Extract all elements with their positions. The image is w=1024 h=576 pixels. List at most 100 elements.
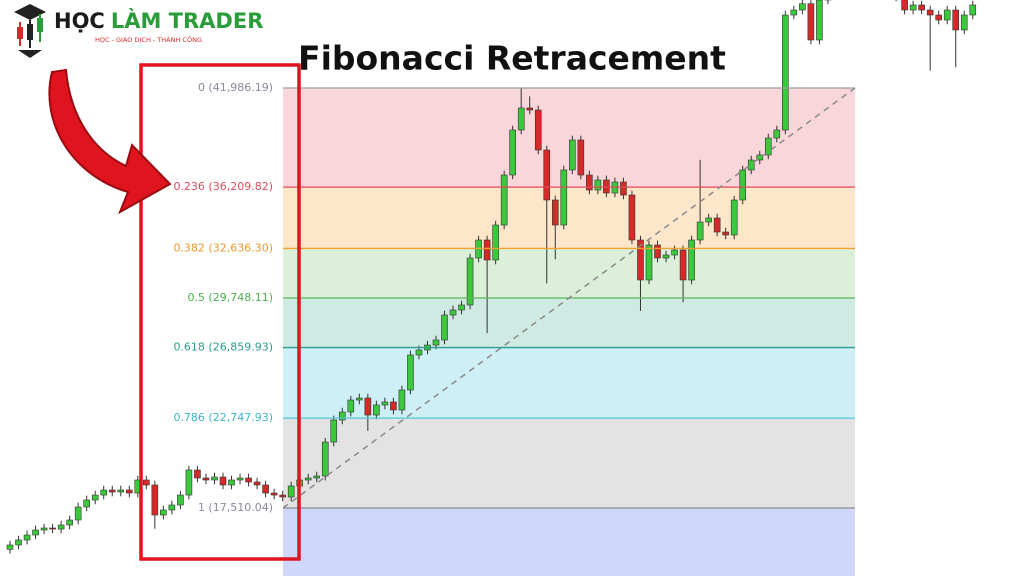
candle-body [194, 469, 201, 479]
logo-candle [37, 18, 43, 32]
candle-body [313, 475, 321, 479]
candle-body [773, 129, 781, 139]
fib-band [283, 248, 855, 298]
fib-label: 0 (41,986.19) [198, 81, 273, 94]
candle-body [228, 479, 235, 486]
candle-body [449, 309, 457, 316]
candle-body [125, 489, 133, 494]
candle-body [969, 4, 977, 16]
candle-body [764, 137, 772, 156]
fib-band [283, 418, 855, 508]
candle-body [6, 544, 14, 550]
candle-body [543, 149, 551, 201]
candle-body [177, 494, 184, 506]
candle-body [23, 534, 31, 541]
fib-band [283, 88, 855, 188]
candle-body [160, 509, 167, 516]
candle-body [952, 9, 960, 31]
candle-body [739, 169, 747, 201]
candle-body [747, 159, 755, 171]
logo-icon [14, 4, 46, 58]
candle-body [245, 477, 252, 483]
logo-hat [14, 4, 46, 20]
candle-body [83, 499, 90, 508]
candle-body [645, 244, 653, 281]
candle-body [466, 257, 474, 306]
candle-body [782, 14, 789, 131]
candle-body [935, 14, 942, 21]
candle-body [441, 314, 448, 341]
candle-body [407, 354, 414, 391]
logo-tagline: HỌC - GIAO DỊCH - THÀNH CÔNG [95, 35, 202, 44]
candle-body [364, 397, 372, 416]
fib-bands [283, 88, 855, 576]
candle-body [492, 224, 499, 261]
candle-body [49, 527, 56, 530]
candle-body [151, 484, 159, 516]
candle-body [662, 254, 670, 259]
candle-body [202, 477, 210, 481]
candle-body [696, 221, 704, 241]
candle-body [790, 9, 798, 16]
logo-candle [17, 27, 23, 39]
candle-body [500, 174, 508, 226]
candle-body [551, 199, 559, 226]
logo-name-dark: HỌC [54, 9, 105, 33]
candle-body [287, 485, 295, 498]
candle-body [262, 484, 269, 494]
candle-body [211, 476, 218, 481]
highlight-box [139, 63, 301, 561]
candle-body [620, 181, 627, 196]
fib-label: 0.618 (26,859.93) [173, 341, 273, 354]
candle-body [560, 169, 568, 226]
candle-body [219, 476, 227, 486]
candle-body [569, 139, 576, 171]
candle-body [534, 109, 542, 151]
candle-body [730, 199, 738, 236]
fib-label: 0.236 (36,209.82) [173, 180, 273, 193]
logo: HỌC LÀM TRADER HỌC - GIAO DỊCH - THÀNH CÔ… [14, 4, 263, 58]
candle-body [756, 154, 764, 161]
candle-body [960, 14, 968, 31]
candle-body [304, 477, 312, 481]
candle-body [74, 506, 82, 521]
candle-body [688, 239, 695, 281]
candle-body [32, 529, 39, 536]
candle-body [57, 524, 65, 530]
candle-body [458, 304, 465, 311]
candle-body [347, 399, 355, 413]
candle-body [722, 231, 729, 236]
trend-line [282, 87, 856, 509]
fib-label: 0.5 (29,748.11) [187, 291, 273, 304]
candle-body [279, 494, 286, 498]
candle-body [66, 519, 73, 526]
pointer-arrow [48, 68, 172, 215]
candle-body [628, 194, 636, 241]
candle-body [799, 3, 806, 11]
fib-band [283, 297, 855, 348]
candle-body [381, 401, 389, 406]
candle-body [100, 489, 108, 496]
candle-body [432, 339, 440, 346]
fib-labels: 0 (41,986.19) 0.236 (36,209.82) 0.382 (32,… [173, 81, 856, 514]
candle-body [577, 139, 585, 176]
candle-body [168, 504, 176, 511]
candle-body [679, 249, 687, 281]
candle-body [40, 527, 48, 531]
candle-body [15, 539, 22, 546]
candle-body [143, 479, 150, 486]
fib-label: 0.786 (22,747.93) [173, 411, 273, 424]
candle-body [91, 494, 99, 501]
candle-body [807, 3, 815, 41]
candle-body [926, 9, 934, 16]
candle-body [594, 179, 602, 191]
candle-body [909, 4, 917, 11]
candle-body [483, 239, 491, 261]
candle-body [330, 419, 338, 443]
fib-band [283, 187, 855, 249]
candle-body [236, 477, 244, 481]
candle-body [816, 0, 823, 41]
candle-body [517, 107, 525, 131]
